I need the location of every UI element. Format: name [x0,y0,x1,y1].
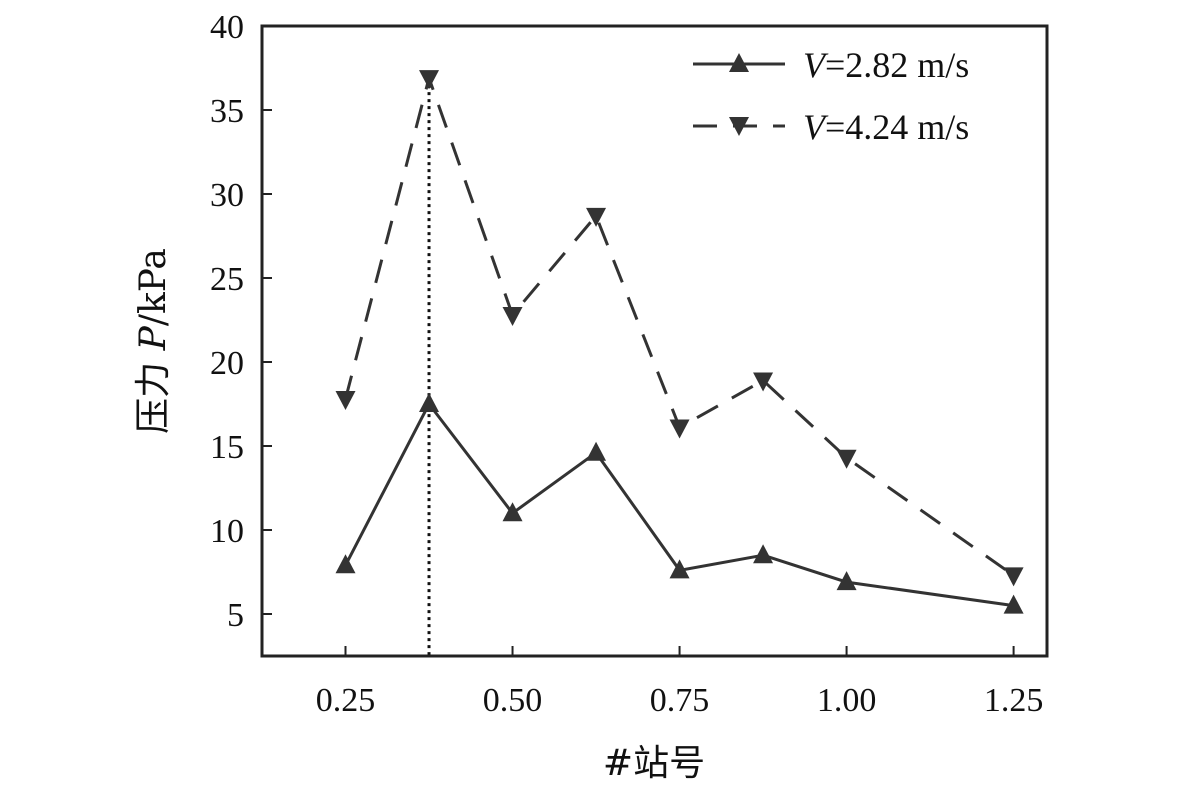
legend-label-value: =4.24 m/s [825,107,969,147]
data-point [502,306,523,326]
legend-marker-triangle-down [729,117,749,136]
y-tick-label: 5 [227,597,244,634]
plot-frame [260,24,1049,658]
data-point [586,441,607,461]
y-tick-label: 20 [210,345,244,382]
data-point [669,559,690,579]
legend-label-value: =2.82 m/s [825,45,969,85]
data-point [753,544,774,564]
data-point [502,502,523,522]
y-tick-label: 35 [210,93,244,130]
legend-marker-triangle-up [729,53,749,72]
x-tick-label: 0.25 [316,682,376,719]
legend: V=2.82 m/s V=4.24 m/s [693,45,969,147]
x-axis-title: #站号 [603,743,705,784]
y-axis-title-prefix: 压力 [133,350,174,433]
series-2 [335,70,1024,587]
data-point [1003,594,1024,614]
y-tick-label: 25 [210,261,244,298]
data-point [753,372,774,392]
y-tick-label: 10 [210,513,244,550]
y-tick-label: 40 [210,9,244,46]
data-point [419,393,440,412]
legend-entry-series-1: V=2.82 m/s [693,45,969,85]
legend-label-series-1: V=2.82 m/s [803,45,969,85]
y-axis-title-unit: /kPa [133,248,174,326]
x-tick-label: 1.25 [984,682,1044,719]
legend-entry-series-2: V=4.24 m/s [693,107,969,147]
y-axis-title: 压力 P/kPa [133,248,174,434]
data-point [669,419,690,439]
legend-label-variable: V [803,45,829,85]
data-point [419,70,440,90]
x-tick-label: 1.00 [817,682,877,719]
series-1 [335,393,1024,614]
y-tick-label: 15 [210,429,244,466]
data-point [586,207,607,227]
data-point [335,554,356,574]
legend-label-variable: V [803,107,829,147]
x-tick-label: 0.75 [650,682,710,719]
y-tick-label: 30 [210,177,244,214]
y-axis-title-variable: P [133,325,174,351]
data-point [335,390,356,410]
legend-label-series-2: V=4.24 m/s [803,107,969,147]
series-line [344,72,1015,577]
series-layer [335,70,1024,614]
data-point [1003,567,1024,587]
x-axis-ticks: 0.25 0.50 0.75 1.00 1.25 [316,646,1044,719]
y-axis-ticks: 5 10 15 20 25 30 35 40 [210,9,272,634]
x-tick-label: 0.50 [483,682,543,719]
data-point [836,571,857,591]
series-line [344,401,1014,608]
data-point [836,449,857,469]
